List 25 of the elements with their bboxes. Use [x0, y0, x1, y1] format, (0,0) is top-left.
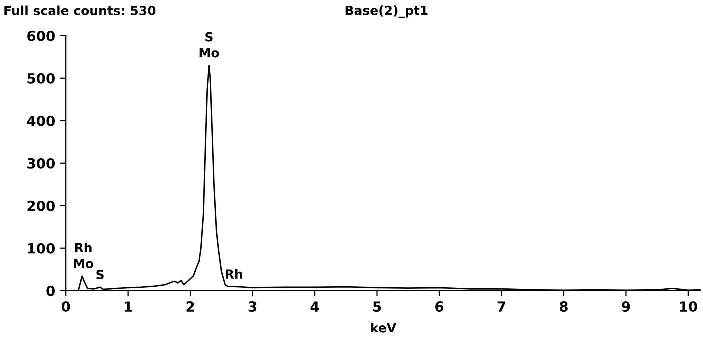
x-tick-label: 9: [622, 302, 630, 312]
y-tick-label: 200: [28, 200, 55, 212]
x-tick-label: 7: [498, 302, 506, 312]
y-tick-label: 300: [28, 158, 55, 169]
text: Full scale counts: 530: [4, 6, 156, 16]
chart-title: Base(2)_pt1: [346, 6, 428, 18]
y-tick-label: 0: [46, 286, 55, 296]
y-tick-label: 100: [28, 243, 55, 254]
x-tick-label: 0: [62, 302, 70, 312]
annotation: S Mo: [200, 32, 220, 58]
x-tick-label: 2: [186, 302, 194, 312]
y-tick-label: 500: [28, 73, 55, 84]
x-tick-label: 8: [560, 302, 568, 312]
x-tick-label: 5: [374, 302, 382, 312]
x-axis-title: keV: [371, 323, 396, 333]
x-tick-label: 6: [436, 302, 444, 312]
x-tick-label: 10: [680, 302, 698, 312]
annotation: Rh: [226, 269, 242, 279]
annotation: S: [96, 270, 104, 280]
x-tick-label: 3: [248, 302, 257, 312]
y-tick-label: 600: [28, 30, 55, 42]
y-tick-label: 400: [27, 116, 55, 126]
annotation: Rh Mo: [74, 242, 94, 268]
x-tick-label: 4: [310, 302, 320, 312]
x-tick-label: 1: [125, 302, 132, 312]
